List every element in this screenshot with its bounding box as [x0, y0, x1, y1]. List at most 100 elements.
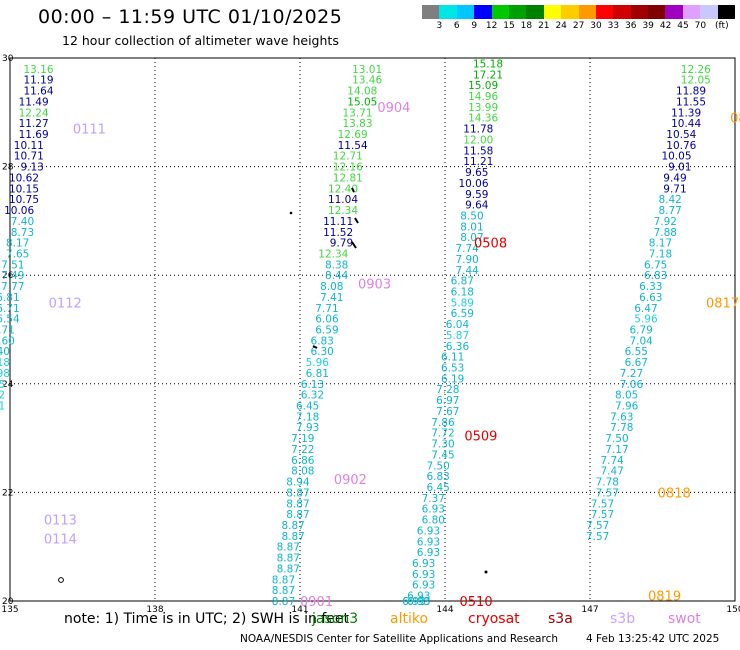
wave-height-label: 14.08	[347, 86, 377, 98]
wave-height-label: 12.40	[328, 183, 358, 195]
wave-height-label: 12.34	[328, 205, 358, 217]
wave-height-label: 6.59	[451, 308, 474, 320]
wave-height-label: 6.83	[426, 471, 449, 483]
wave-height-label: 7.67	[436, 406, 459, 418]
color-swatch	[578, 5, 596, 19]
wave-height-label: 6.87	[451, 276, 474, 288]
wave-height-label: 12.34	[318, 248, 348, 260]
color-scale-tick: 9	[471, 21, 478, 31]
wave-height-label: 10.76	[666, 140, 696, 152]
wave-height-label: 6.19	[441, 373, 464, 385]
color-scale-bar	[422, 5, 736, 19]
wave-height-label: 14.36	[468, 113, 498, 125]
wave-height-label: 9.59	[465, 189, 488, 201]
wave-height-label: 8.42	[658, 194, 681, 206]
color-swatch	[717, 5, 736, 19]
wave-height-label: 8.87	[277, 563, 300, 575]
color-swatch	[595, 5, 614, 19]
wave-height-label: 7.19	[291, 433, 314, 445]
page-subtitle: 12 hour collection of altimeter wave hei…	[62, 33, 339, 48]
wave-height-label: 7.51	[1, 259, 24, 271]
wave-height-label: 6.93	[412, 558, 435, 570]
wave-height-label: 6.60	[0, 335, 15, 347]
wave-height-label: 7.57	[591, 509, 614, 521]
wave-height-label: 7.57	[586, 531, 609, 543]
wave-height-label: 6.97	[436, 395, 459, 407]
wave-height-label: 6.63	[639, 292, 662, 304]
island-outline	[58, 577, 64, 583]
wave-height-label: 6.93	[417, 525, 440, 537]
wave-height-label: 11.55	[676, 96, 706, 108]
wave-height-label: 5.75	[0, 379, 5, 391]
wave-height-label: 7.65	[6, 248, 29, 260]
wave-height-label: 7.77	[1, 281, 24, 293]
pass-time-label: 0903	[358, 277, 391, 292]
wave-height-label: 12.69	[338, 129, 368, 141]
wave-height-label: 6.40	[0, 346, 10, 358]
wave-height-label: 6.86	[291, 455, 315, 467]
wave-height-label: 8.08	[291, 466, 314, 478]
wave-height-label: 6.93	[412, 569, 435, 581]
pass-time-label: 08	[730, 112, 740, 127]
lat-tick-label: 20	[2, 597, 14, 607]
wave-height-label: 13.83	[342, 118, 372, 130]
wave-height-label: 7.45	[431, 449, 454, 461]
wave-height-label: 10.15	[9, 183, 39, 195]
wave-height-label: 7.74	[455, 243, 479, 255]
pass-time-label: 0817	[706, 296, 739, 311]
wave-height-label: 5.98	[0, 368, 10, 380]
wave-height-label: 15.09	[468, 80, 498, 92]
wave-height-label: 15.18	[473, 58, 503, 70]
color-swatch	[665, 5, 683, 19]
wave-height-label: 7.04	[629, 335, 653, 347]
wave-height-label: 6.93	[417, 547, 440, 559]
wave-height-label: 8.87	[272, 585, 295, 597]
wave-height-label: 11.21	[463, 156, 493, 168]
wave-height-label: 13.99	[468, 102, 498, 114]
color-scale-tick: 15	[503, 21, 515, 31]
wave-height-label: 6.13	[301, 379, 324, 391]
footer-note: note: 1) Time is in UTC; 2) SWH is in fe…	[64, 611, 350, 627]
color-scale-tick: 24	[555, 21, 567, 31]
wave-height-label: 6.80	[422, 515, 445, 527]
wave-height-label: 7.50	[605, 433, 628, 445]
wave-height-label: 6.93	[402, 596, 425, 608]
wave-height-label: 6.83	[644, 270, 667, 282]
pass-time-label: 0510	[460, 595, 493, 610]
lon-tick-label: 150	[726, 605, 740, 615]
color-swatch	[648, 5, 666, 19]
lon-tick-label: 135	[1, 605, 18, 615]
pass-time-label: 0114	[44, 533, 77, 548]
wave-height-label: 6.36	[446, 341, 470, 353]
wave-height-label: 7.47	[600, 466, 623, 478]
color-swatch	[543, 5, 562, 19]
wave-height-label: 6.75	[644, 259, 667, 271]
wave-height-label: 9.71	[663, 183, 686, 195]
wave-height-label: 8.50	[460, 210, 483, 222]
wave-height-label: 7.28	[436, 384, 459, 396]
wave-height-label: 8.87	[277, 553, 300, 565]
wave-height-label: 10.06	[458, 178, 488, 190]
wave-height-label: 6.33	[639, 281, 662, 293]
wave-height-label: 8.87	[277, 542, 300, 554]
wave-height-label: 11.39	[671, 107, 701, 119]
wave-height-label: 8.77	[658, 205, 681, 217]
wave-height-label: 14.96	[468, 91, 498, 103]
wave-height-label: 5.87	[446, 330, 469, 342]
color-scale-tick: 36	[625, 21, 637, 31]
wave-height-label: 6.45	[426, 482, 449, 494]
wave-height-label: 11.69	[19, 129, 49, 141]
wave-height-label: 6.32	[301, 390, 324, 402]
wave-height-label: 12.16	[333, 162, 363, 174]
color-swatch	[491, 5, 509, 19]
lat-tick-label: 30	[2, 54, 14, 64]
wave-height-label: 8.87	[286, 509, 309, 521]
wave-height-label: 6.81	[306, 368, 329, 380]
lat-tick-label: 26	[2, 271, 14, 281]
wave-height-label: 6.81	[0, 292, 20, 304]
legend-altiko: altiko	[390, 611, 429, 627]
lat-tick-label: 22	[2, 488, 13, 498]
wave-height-label: 11.78	[463, 124, 493, 136]
wave-height-label: 7.41	[320, 292, 343, 304]
